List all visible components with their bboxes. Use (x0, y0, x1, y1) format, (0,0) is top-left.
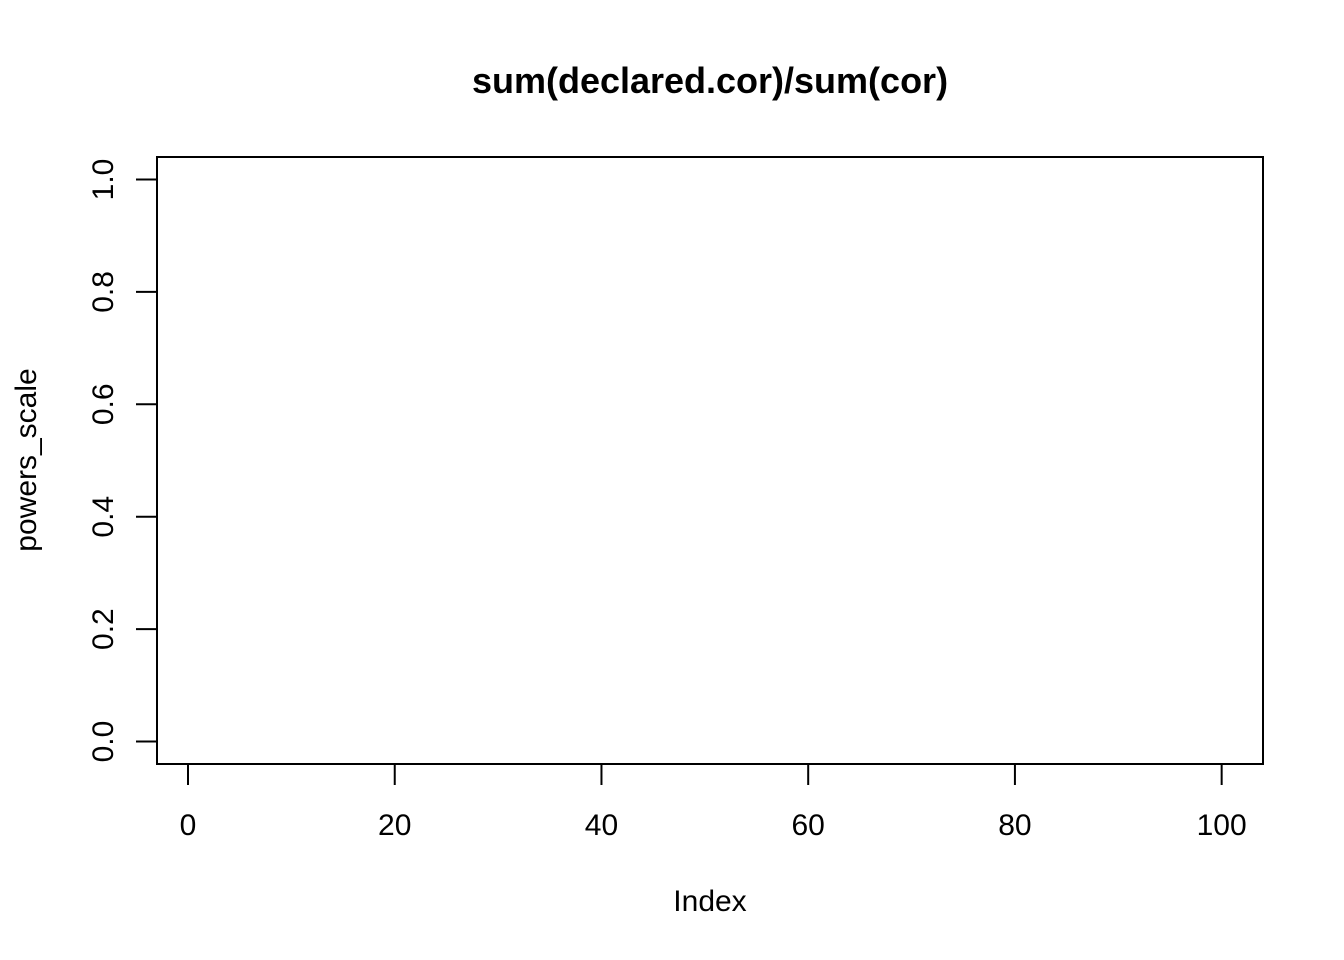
x-axis-title: Index (673, 885, 746, 918)
y-tick-label: 0.6 (87, 383, 120, 425)
x-tick-label: 100 (1197, 809, 1247, 842)
y-tick-label: 0.2 (87, 608, 120, 650)
y-tick-label: 0.4 (87, 496, 120, 538)
y-tick-label: 0.8 (87, 271, 120, 313)
x-tick-label: 40 (585, 809, 618, 842)
x-tick-label: 60 (792, 809, 825, 842)
y-axis: 0.0 0.2 0.4 0.6 0.8 1.0 (87, 159, 158, 763)
y-tick-label: 0.0 (87, 721, 120, 763)
x-tick-label: 20 (378, 809, 411, 842)
y-axis-title: powers_scale (10, 368, 43, 551)
chart-title: sum(declared.cor)/sum(cor) (472, 60, 948, 101)
y-tick-label: 1.0 (87, 159, 120, 201)
x-tick-label: 80 (998, 809, 1031, 842)
x-axis: 0 20 40 60 80 100 (180, 763, 1247, 842)
plot-frame (156, 156, 1264, 765)
x-tick-label: 0 (180, 809, 197, 842)
